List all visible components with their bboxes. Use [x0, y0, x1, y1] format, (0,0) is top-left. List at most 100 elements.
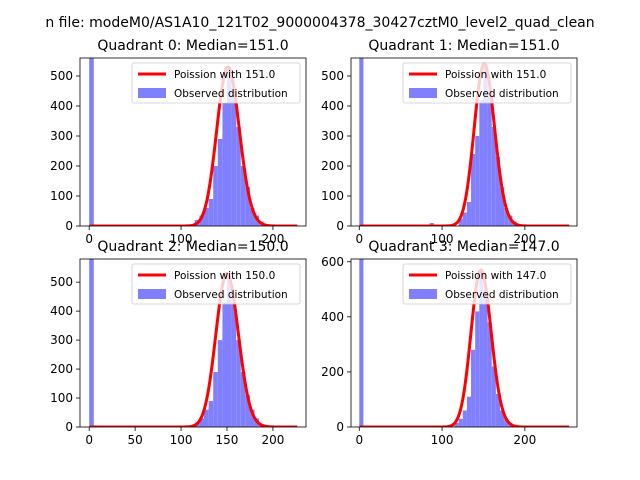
histogram-bar: [487, 322, 492, 427]
histogram-bar: [226, 273, 232, 427]
plot-area: [359, 58, 570, 226]
subplot-title: Quadrant 0: Median=151.0: [97, 38, 288, 54]
histogram-bar: [245, 187, 250, 226]
axes-frame: [79, 258, 307, 428]
y-tick-label: 100: [50, 189, 73, 203]
plot-area: [359, 259, 570, 427]
histogram-bar: [483, 289, 488, 427]
y-tick-label: 500: [50, 69, 73, 83]
legend-bar-swatch: [409, 88, 437, 98]
x-tick-label: 0: [355, 232, 363, 246]
y-tick-label: 0: [336, 420, 344, 434]
histogram-bar: [458, 218, 463, 226]
x-tick-label: 200: [513, 232, 536, 246]
y-tick-label: 300: [50, 333, 73, 347]
x-tick-label: 200: [261, 232, 284, 246]
legend-line-label: Poission with 147.0: [445, 270, 546, 282]
legend-bar-label: Observed distribution: [174, 88, 288, 100]
histogram-bar: [208, 400, 214, 427]
axes-frame: [79, 57, 307, 227]
histogram-bar: [213, 371, 218, 427]
histogram-bar: [491, 127, 496, 226]
y-tick-label: 400: [50, 99, 73, 113]
legend-bar-swatch: [409, 289, 437, 299]
histogram-bar: [240, 371, 246, 427]
x-tick-label: 200: [513, 433, 536, 447]
y-tick-label: 100: [50, 391, 73, 405]
legend-bar-label: Observed distribution: [445, 88, 559, 100]
histogram-bar: [249, 208, 255, 226]
y-tick-label: 600: [321, 255, 344, 269]
subplot-title: Quadrant 1: Median=151.0: [368, 38, 559, 54]
subplot-title: Quadrant 2: Median=150.0: [97, 239, 288, 255]
legend-line-label: Poission with 150.0: [174, 270, 275, 282]
histogram-bar: [495, 157, 501, 226]
histogram-bar: [495, 393, 501, 427]
histogram-bar: [483, 64, 488, 226]
histogram-bar: [213, 166, 218, 226]
histogram-bar: [479, 100, 484, 226]
histogram-bar: [208, 199, 214, 226]
histogram-bar: [491, 366, 496, 427]
legend-bar-swatch: [138, 88, 166, 98]
poisson-curve: [359, 62, 570, 226]
histogram-bar: [475, 311, 480, 427]
x-tick-label: 100: [170, 232, 193, 246]
y-tick-label: 500: [321, 69, 344, 83]
legend-bar-swatch: [138, 289, 166, 299]
histogram-bar: [487, 91, 492, 226]
subplot-quadrant-1: 0 100 200 0 100 200 300 400 500 Quadrant 1: Media…: [321, 38, 578, 246]
histogram-bar: [240, 166, 246, 226]
histogram-bar: [231, 88, 237, 226]
legend-bar-label: Observed distribution: [174, 289, 288, 301]
histogram-bar: [462, 212, 467, 226]
legend-box: [131, 263, 301, 305]
plot-area: [89, 58, 298, 226]
histogram-bar: [500, 187, 505, 226]
histogram-bar: [89, 58, 94, 226]
histogram-bar: [204, 208, 209, 226]
histogram-bar: [226, 67, 232, 226]
x-tick-label: 0: [85, 232, 93, 246]
histogram-bar: [504, 418, 509, 427]
plot-area: [89, 259, 298, 427]
histogram-bar: [231, 302, 237, 427]
histogram-bar: [249, 409, 255, 427]
histogram-bar: [236, 127, 241, 226]
poisson-curve: [359, 268, 570, 427]
x-tick-label: 0: [355, 433, 363, 447]
axes-frame: [350, 258, 578, 428]
legend: Poission with 147.0 Observed distribution: [402, 263, 572, 305]
legend-bar-label: Observed distribution: [445, 289, 559, 301]
y-tick-label: 100: [321, 189, 344, 203]
legend-box: [402, 62, 572, 104]
y-tick-label: 400: [50, 304, 73, 318]
histogram-bar: [479, 270, 484, 427]
histogram-bar: [462, 410, 467, 427]
histogram-bar: [222, 302, 227, 427]
x-tick-label: 100: [431, 433, 454, 447]
histogram-bar: [466, 396, 472, 427]
axes-frame: [350, 57, 578, 227]
histogram-bar: [475, 136, 480, 226]
y-tick-label: 200: [50, 362, 73, 376]
legend-line-label: Poission with 151.0: [174, 69, 275, 81]
y-tick-label: 0: [65, 219, 73, 233]
histogram-bar: [204, 409, 209, 427]
legend-box: [131, 62, 301, 104]
histogram-bar: [245, 395, 250, 427]
x-tick-label: 0: [85, 433, 93, 447]
histogram-bar: [454, 422, 459, 427]
legend: Poission with 151.0 Observed distribution: [131, 62, 301, 104]
y-tick-label: 0: [336, 219, 344, 233]
x-tick-label: 150: [216, 433, 239, 447]
histogram-bar: [466, 202, 472, 226]
histogram-bar: [199, 418, 205, 427]
y-tick-label: 200: [50, 159, 73, 173]
x-tick-label: 100: [431, 232, 454, 246]
y-tick-label: 200: [321, 159, 344, 173]
y-tick-label: 300: [50, 129, 73, 143]
histogram-bar: [217, 340, 223, 427]
y-tick-label: 400: [321, 310, 344, 324]
